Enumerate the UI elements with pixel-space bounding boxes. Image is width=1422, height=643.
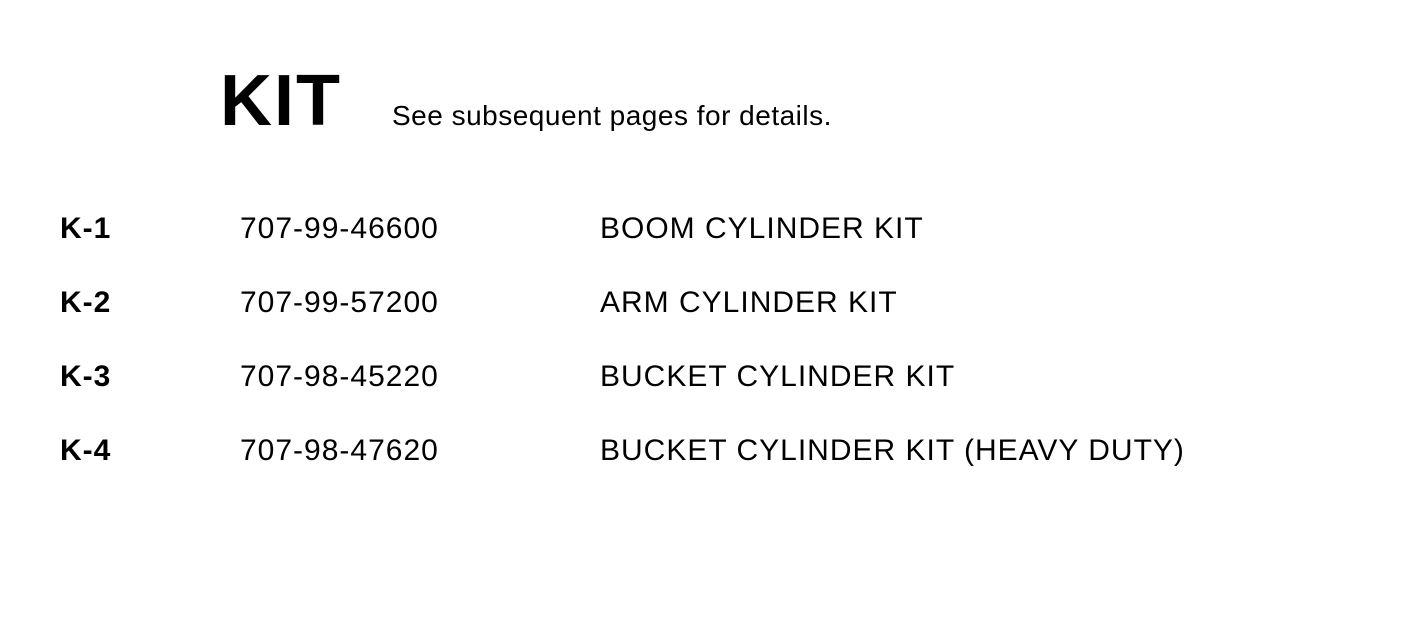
kit-code: K-1	[60, 212, 240, 246]
list-item: K-1 707-99-46600 BOOM CYLINDER KIT	[60, 212, 1382, 246]
kit-list: K-1 707-99-46600 BOOM CYLINDER KIT K-2 7…	[60, 212, 1382, 468]
kit-part-number: 707-99-46600	[240, 212, 600, 246]
list-item: K-2 707-99-57200 ARM CYLINDER KIT	[60, 286, 1382, 320]
document-container: KIT See subsequent pages for details. K-…	[0, 0, 1422, 548]
list-item: K-3 707-98-45220 BUCKET CYLINDER KIT	[60, 360, 1382, 394]
kit-description: BOOM CYLINDER KIT	[600, 212, 924, 246]
kit-code: K-4	[60, 434, 240, 468]
kit-part-number: 707-98-45220	[240, 360, 600, 394]
list-item: K-4 707-98-47620 BUCKET CYLINDER KIT (HE…	[60, 434, 1382, 468]
kit-code: K-3	[60, 360, 240, 394]
kit-description: BUCKET CYLINDER KIT (HEAVY DUTY)	[600, 434, 1185, 468]
kit-part-number: 707-99-57200	[240, 286, 600, 320]
kit-description: BUCKET CYLINDER KIT	[600, 360, 955, 394]
kit-code: K-2	[60, 286, 240, 320]
page-title: KIT	[220, 60, 342, 142]
document-header: KIT See subsequent pages for details.	[220, 60, 1382, 142]
kit-description: ARM CYLINDER KIT	[600, 286, 898, 320]
kit-part-number: 707-98-47620	[240, 434, 600, 468]
page-subtitle: See subsequent pages for details.	[392, 100, 832, 132]
